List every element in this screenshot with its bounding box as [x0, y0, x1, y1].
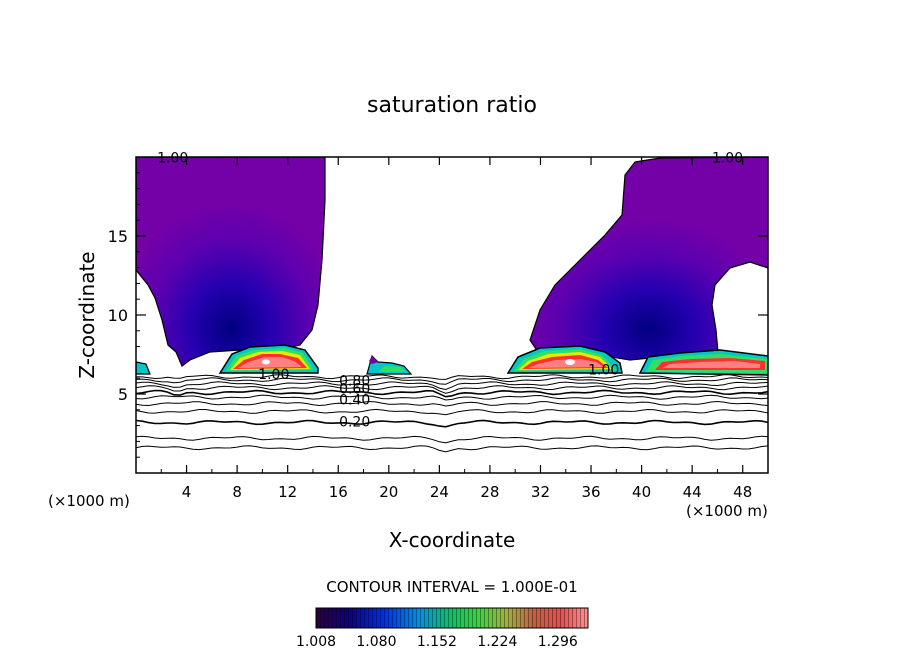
contour-labels: 1.00 1.00 1.00 1.00 0.800.600.40 0.20: [157, 151, 743, 431]
x-tick-label-9: 40: [632, 483, 651, 501]
contour-label-0: 1.00: [157, 151, 188, 167]
cloud-core-middle: [366, 354, 413, 375]
cloud-core-right: [506, 345, 623, 374]
contour-label-7: 0.20: [339, 414, 370, 430]
x-tick-label-4: 20: [379, 483, 398, 501]
contour-label-3: 1.00: [588, 362, 619, 378]
colorbar: [315, 607, 589, 629]
contour-lines: [136, 374, 768, 453]
contour-label-5: 0.60: [339, 381, 370, 397]
y-tick-label-0: 5: [118, 385, 128, 404]
contour-line-2: [136, 419, 768, 428]
contour-label-6: 0.40: [339, 392, 370, 408]
x-tick-label-3: 16: [329, 483, 348, 501]
x-tick-label-2: 12: [278, 483, 297, 501]
y-tick-label-1: 10: [108, 306, 128, 325]
contour-line-7: [136, 385, 768, 394]
x-tick-label-5: 24: [430, 483, 449, 501]
contour-line-9: [136, 377, 768, 385]
contour-label-1: 1.00: [712, 151, 743, 167]
contour-line-6: [136, 389, 768, 398]
x-axis: 4 8 12 16 20 24 28 32 36 40 44 48: [160, 157, 752, 501]
contour-line-5: [136, 394, 768, 401]
colorbar-label-3: 1.224: [477, 634, 517, 650]
cloud-core-left: [218, 344, 319, 374]
contour-line-4: [136, 400, 768, 407]
cloud-core-left-edge: [136, 361, 151, 375]
x-tick-label-1: 8: [232, 483, 242, 501]
x-tick-label-6: 28: [480, 483, 499, 501]
contour-line-1: [136, 435, 768, 444]
chart-title: saturation ratio: [367, 93, 537, 118]
x-tick-label-0: 4: [182, 483, 192, 501]
y-axis-label: Z-coordinate: [75, 251, 99, 378]
colorbar-labels: 1.008 1.080 1.152 1.224 1.296: [296, 634, 578, 650]
x-tick-label-8: 36: [581, 483, 600, 501]
y-axis: 5 10 15: [108, 172, 768, 458]
contour-interval-text: CONTOUR INTERVAL = 1.000E-01: [326, 578, 577, 596]
x-tick-label-7: 32: [531, 483, 550, 501]
colorbar-label-4: 1.296: [538, 634, 578, 650]
left-plume-region: [136, 157, 326, 367]
x-tick-label-10: 44: [683, 483, 702, 501]
contour-label-2: 1.00: [258, 367, 289, 383]
x-tick-label-11: 48: [733, 483, 752, 501]
contour-line-8: [136, 381, 768, 391]
colorbar-label-1: 1.080: [356, 634, 396, 650]
contour-line-10: [136, 374, 768, 380]
x-axis-label: X-coordinate: [389, 528, 516, 552]
contour-label-4: 0.80: [339, 373, 370, 389]
plot-area: [136, 157, 768, 473]
colorbar-label-0: 1.008: [296, 634, 336, 650]
contour-line-0: [136, 445, 768, 453]
x-unit-left: (×1000 m): [48, 492, 130, 510]
y-tick-label-2: 15: [108, 227, 128, 246]
x-unit-right: (×1000 m): [686, 502, 768, 520]
cloud-core-far-right: [638, 349, 768, 376]
contour-line-3: [136, 408, 768, 416]
colorbar-label-2: 1.152: [417, 634, 457, 650]
